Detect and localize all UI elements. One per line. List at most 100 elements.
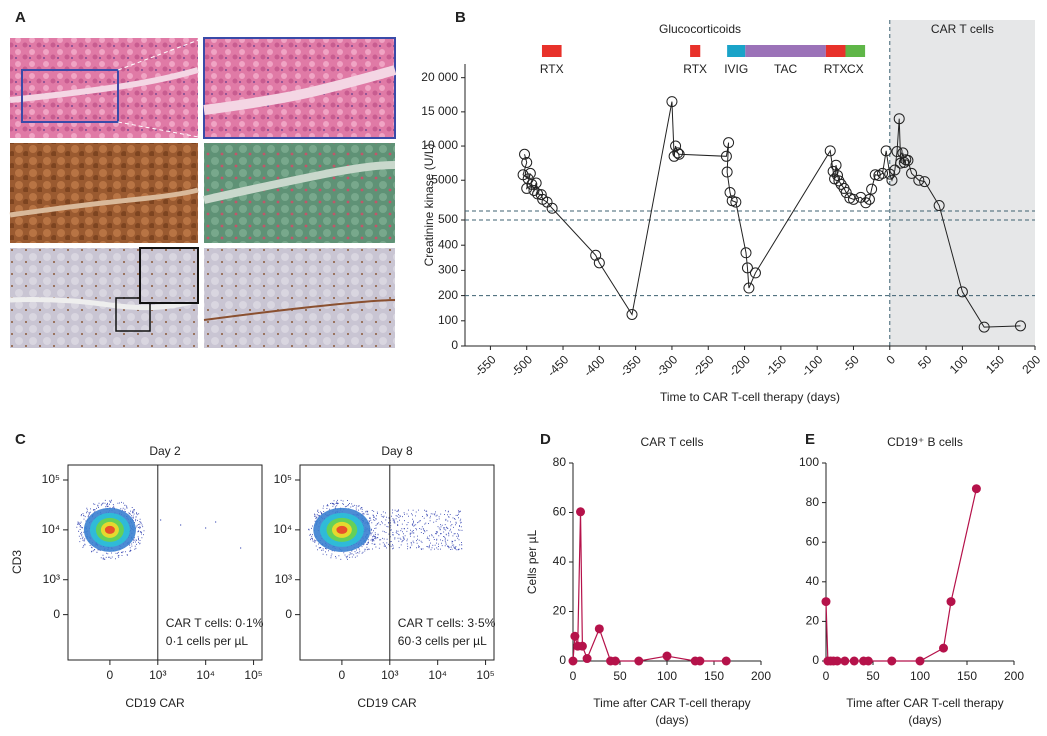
y-tick-label: 400 xyxy=(438,237,458,251)
data-point xyxy=(860,197,872,209)
x-tick-label: 0 xyxy=(339,668,346,682)
data-point xyxy=(956,286,968,298)
y-tick-label: 300 xyxy=(438,263,458,277)
treatment-bar xyxy=(690,45,701,57)
data-point xyxy=(939,643,948,653)
panel-label: E xyxy=(805,431,815,448)
x-tick-label: -300 xyxy=(653,352,680,379)
vessel xyxy=(9,297,199,311)
data-point xyxy=(535,189,547,201)
data-point xyxy=(824,145,836,157)
data-point xyxy=(576,507,586,517)
x-tick-label: -350 xyxy=(617,352,644,379)
y-tick-label: 10⁵ xyxy=(274,472,292,486)
data-point xyxy=(863,193,875,205)
data-point xyxy=(866,183,878,195)
y-tick-label: 10³ xyxy=(275,572,292,586)
histology-panels xyxy=(9,37,397,348)
x-tick-label: 100 xyxy=(657,669,677,683)
data-point xyxy=(832,656,842,666)
x-tick-label: 100 xyxy=(947,352,971,376)
data-point xyxy=(1014,320,1026,332)
data-point xyxy=(743,282,755,294)
x-tick-label: 150 xyxy=(704,669,724,683)
data-point xyxy=(946,597,956,607)
panel-label: A xyxy=(15,9,26,26)
x-tick-label: 200 xyxy=(1019,352,1043,376)
x-tick-label: -150 xyxy=(762,352,789,379)
image-ihc-2 xyxy=(204,248,395,348)
panel-label: C xyxy=(15,431,26,448)
y-tick-label: 60 xyxy=(553,505,567,519)
data-point xyxy=(634,656,644,666)
x-tick-label: 150 xyxy=(957,669,977,683)
y-axis-label: Creatinine kinase (U/L) xyxy=(422,144,436,267)
data-point xyxy=(590,249,602,261)
y-tick-label: 200 xyxy=(438,288,458,302)
x-axis-label: Time to CAR T-cell therapy (days) xyxy=(660,390,840,404)
data-point xyxy=(610,656,620,666)
y-tick-label: 0 xyxy=(285,607,292,621)
data-point xyxy=(869,169,881,181)
data-point xyxy=(546,202,558,214)
data-point xyxy=(577,641,587,651)
data-point xyxy=(821,597,831,607)
plot-title: Day 2 xyxy=(149,444,181,458)
data-point xyxy=(749,267,761,279)
x-tick-label: -50 xyxy=(840,352,862,374)
data-point xyxy=(530,177,542,189)
treatment-bar xyxy=(541,45,562,57)
data-point xyxy=(662,651,672,661)
data-point xyxy=(919,176,931,188)
y-tick-label: 0 xyxy=(812,653,819,667)
data-point xyxy=(877,167,889,179)
data-point xyxy=(723,137,735,149)
data-point xyxy=(626,309,638,320)
data-point xyxy=(978,321,990,333)
treatment-label: TAC xyxy=(774,62,797,76)
treatment-label: RTX xyxy=(824,62,848,76)
data-point xyxy=(594,624,604,634)
x-tick-label: 10³ xyxy=(381,668,398,682)
y-tick-label: 10³ xyxy=(43,572,60,586)
x-axis-label: (days) xyxy=(655,713,688,727)
x-tick-label: -500 xyxy=(508,352,535,379)
treatment-bar xyxy=(745,45,826,57)
x-tick-label: 0 xyxy=(107,668,114,682)
data-point xyxy=(840,187,852,199)
y-tick-label: 20 xyxy=(553,604,567,618)
y-tick-label: 0 xyxy=(53,607,60,621)
y-tick-label: 0 xyxy=(559,653,566,667)
plot-frame xyxy=(299,464,495,661)
annotation: 0·1 cells per µL xyxy=(166,634,249,648)
x-tick-label: 50 xyxy=(866,669,880,683)
x-tick-label: -550 xyxy=(472,352,499,379)
x-tick-label: 50 xyxy=(915,352,935,372)
data-point xyxy=(933,200,945,212)
treatment-bar xyxy=(845,45,866,57)
y-tick-label: 10⁴ xyxy=(273,522,292,536)
data-point xyxy=(971,484,981,494)
axis-line xyxy=(825,463,1014,662)
treatment-label: RTX xyxy=(540,62,564,76)
treatment-bar xyxy=(825,45,846,57)
data-point xyxy=(880,145,892,157)
x-tick-label: 0 xyxy=(570,669,577,683)
y-tick-label: 80 xyxy=(553,455,567,469)
vessel xyxy=(203,65,397,115)
plot-title: CAR T cells xyxy=(641,435,704,449)
top-label: Glucocorticoids xyxy=(659,22,741,36)
data-point xyxy=(524,167,536,179)
x-axis-label: CD19 CAR xyxy=(357,696,417,710)
data-point xyxy=(741,262,753,274)
density-contour xyxy=(336,525,348,534)
y-tick-label: 20 xyxy=(806,614,820,628)
data-point xyxy=(568,656,578,666)
y-tick-label: 10 000 xyxy=(421,138,458,152)
data-point xyxy=(582,654,592,664)
x-tick-label: 50 xyxy=(613,669,627,683)
data-point xyxy=(672,147,684,159)
data-point xyxy=(740,247,752,259)
y-tick-label: 15 000 xyxy=(421,104,458,118)
